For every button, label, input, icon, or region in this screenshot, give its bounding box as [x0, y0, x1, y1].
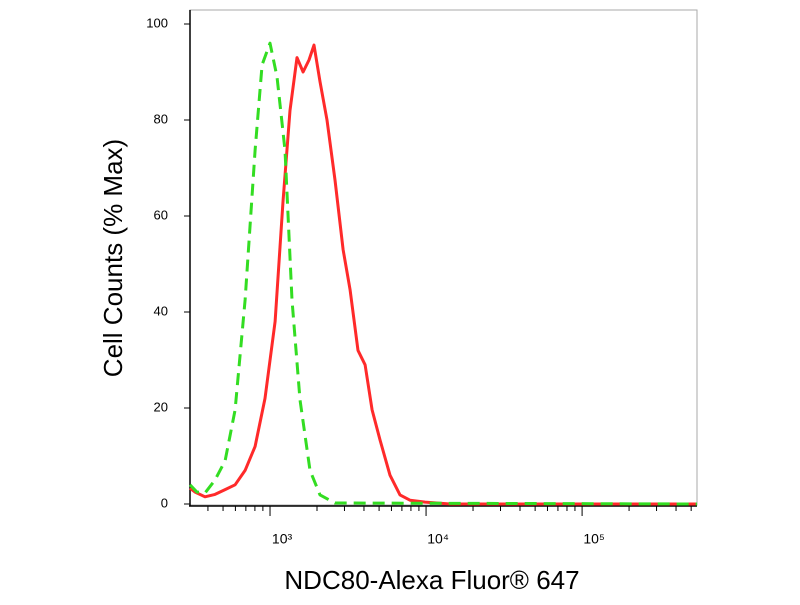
x-axis-label: NDC80-Alexa Fluor® 647	[284, 565, 579, 595]
y-tick-label: 20	[154, 399, 168, 414]
y-axis-label: Cell Counts (% Max)	[98, 139, 128, 377]
x-tick-label: 10³	[272, 531, 293, 547]
series-line	[189, 43, 697, 506]
plot-frame	[189, 9, 698, 506]
y-tick-label: 60	[154, 207, 168, 222]
y-tick-label: 100	[146, 15, 168, 30]
y-tick-label: 0	[161, 495, 168, 510]
x-tick-label: 10⁴	[427, 531, 449, 547]
y-tick-label: 80	[154, 111, 168, 126]
series-line	[188, 41, 698, 506]
y-tick-label: 40	[154, 303, 168, 318]
x-tick-label: 10⁵	[583, 531, 604, 547]
